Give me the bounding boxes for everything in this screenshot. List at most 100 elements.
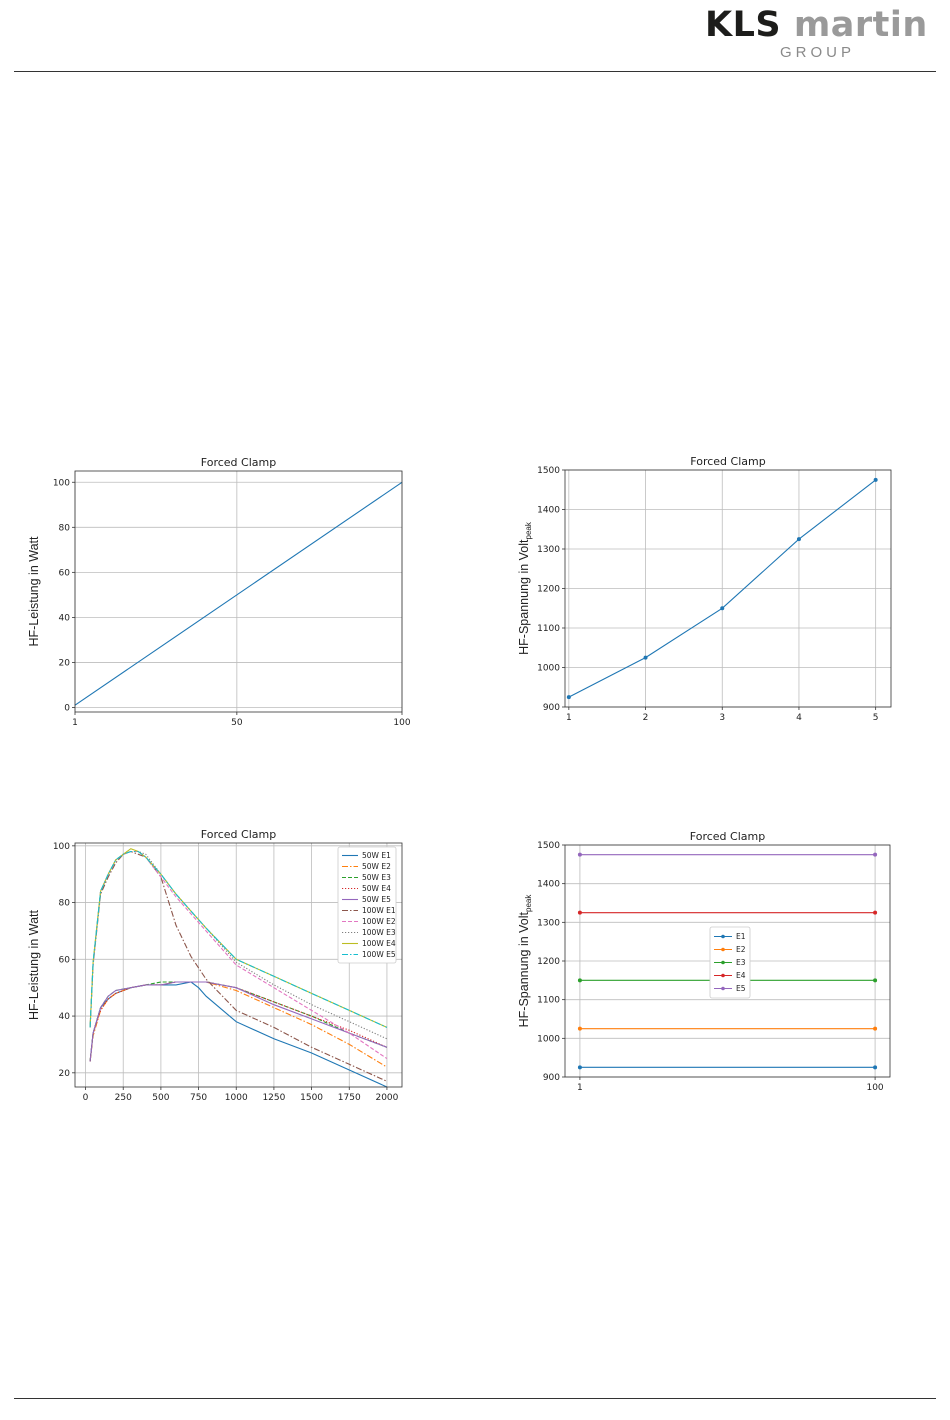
series-line-50w-e3 xyxy=(89,981,388,1062)
data-point xyxy=(577,910,582,915)
data-point xyxy=(577,1065,582,1070)
y-tick-label: 1000 xyxy=(537,664,560,674)
data-point xyxy=(873,1065,878,1070)
legend-label: 100W E1 xyxy=(362,906,396,915)
legend-label: E5 xyxy=(736,984,746,993)
y-axis-label-text: HF-Leistung in Watt xyxy=(27,536,41,647)
y-tick-label: 60 xyxy=(59,568,71,578)
data-point xyxy=(873,910,878,915)
x-tick-label: 3 xyxy=(719,713,725,723)
y-tick-label: 1300 xyxy=(537,918,560,928)
legend-box xyxy=(337,846,397,964)
legend-label: E4 xyxy=(736,971,746,980)
legend-label: E1 xyxy=(736,932,746,941)
series-line-50w-e1 xyxy=(89,981,388,1088)
chart-title: Forced Clamp xyxy=(201,828,276,841)
chart-voltage-vs-effect: 1 2 3 4 5 900 1000 1100 1200 1300 1400 1500 Forced C… xyxy=(510,450,910,735)
y-tick-label: 1300 xyxy=(537,545,560,555)
footer-divider xyxy=(14,1398,936,1399)
legend-label: 100W E5 xyxy=(362,950,396,959)
legend-label: 50W E2 xyxy=(362,862,391,871)
series-line-100w-e3 xyxy=(89,850,388,1040)
y-tick-label: 1200 xyxy=(537,957,560,967)
x-tick-label: 100 xyxy=(866,1083,883,1093)
y-tick-label: 1100 xyxy=(537,996,560,1006)
y-axis-label-subscript: peak xyxy=(524,894,533,912)
header-divider xyxy=(14,71,936,72)
data-point xyxy=(566,695,571,700)
y-tick-label: 900 xyxy=(543,1073,560,1083)
data-point xyxy=(873,852,878,857)
plot-frame xyxy=(74,842,403,1088)
series-line-50w-e4 xyxy=(89,981,388,1062)
y-tick-label: 100 xyxy=(53,478,70,488)
x-tick-label: 750 xyxy=(190,1093,207,1103)
y-axis-label-text: HF-Spannung in Volt xyxy=(517,539,531,655)
series-line-50w-e5 xyxy=(89,981,388,1062)
y-tick-label: 80 xyxy=(59,899,71,909)
chart-legend: E1 E2 E3 E4 E5 xyxy=(709,926,751,999)
y-tick-label: 60 xyxy=(59,955,71,965)
legend-label: 50W E5 xyxy=(362,895,391,904)
chart-svg: 1 50 100 0 20 40 60 80 100 Forced Clamp HF-Leistun… xyxy=(27,456,411,728)
plot-frame xyxy=(74,470,403,713)
y-axis-label-text: HF-Spannung in Volt xyxy=(517,911,531,1027)
series-line xyxy=(74,481,403,706)
y-tick-label: 20 xyxy=(59,1069,71,1079)
x-tick-label: 100 xyxy=(393,718,410,728)
legend-marker xyxy=(721,947,725,952)
x-tick-label: 2 xyxy=(643,713,649,723)
y-tick-label: 1100 xyxy=(537,624,560,634)
legend-label: E2 xyxy=(736,945,746,954)
y-tick-label: 100 xyxy=(53,842,70,852)
series-line-50w-e2 xyxy=(89,981,388,1068)
legend-marker xyxy=(721,986,725,991)
logo-group: GROUP xyxy=(780,44,856,61)
x-tick-label: 1750 xyxy=(338,1093,361,1103)
chart-svg: 1 2 3 4 5 900 1000 1100 1200 1300 1400 1500 Forced C… xyxy=(517,455,892,723)
legend-marker xyxy=(721,973,725,978)
company-logo: KLS martin GROUP xyxy=(705,6,940,66)
x-tick-label: 50 xyxy=(231,718,243,728)
x-tick-label: 1500 xyxy=(300,1093,323,1103)
chart-voltage-effects: 1 100 900 1000 1100 1200 1300 1400 1500 Forced Cl… xyxy=(510,825,910,1110)
y-tick-label: 900 xyxy=(543,703,560,713)
legend-label: 100W E2 xyxy=(362,917,396,926)
y-axis-label: HF-Spannung in Voltpeak xyxy=(517,894,533,1028)
data-point xyxy=(577,978,582,983)
legend-label: 50W E1 xyxy=(362,851,391,860)
legend-label: 50W E3 xyxy=(362,873,391,882)
legend-label: E3 xyxy=(736,958,746,967)
x-tick-label: 4 xyxy=(796,713,802,723)
y-axis-label: HF-Leistung in Watt xyxy=(27,909,41,1020)
data-point xyxy=(577,1026,582,1031)
chart-power-vs-resistance: 0 250 500 750 1000 1250 1500 1750 2000 20 40 60 80 10… xyxy=(20,825,420,1110)
logo-kls: KLS xyxy=(705,5,782,45)
y-tick-label: 40 xyxy=(59,1012,71,1022)
legend-marker xyxy=(721,934,725,939)
series-line-100w-e5 xyxy=(89,850,388,1028)
data-point xyxy=(873,978,878,983)
y-tick-label: 40 xyxy=(59,613,71,623)
y-tick-label: 1500 xyxy=(537,841,560,851)
logo-martin: martin xyxy=(793,5,928,45)
legend-marker xyxy=(721,960,725,965)
y-tick-label: 1500 xyxy=(537,466,560,476)
data-point xyxy=(873,1026,878,1031)
y-axis-label-subscript: peak xyxy=(524,521,533,539)
chart-legend: 50W E1 50W E2 50W E3 50W E4 50W E5 100W E1 100… xyxy=(337,846,397,964)
y-tick-label: 1200 xyxy=(537,585,560,595)
x-tick-label: 1000 xyxy=(225,1093,248,1103)
data-point xyxy=(577,852,582,857)
chart-title: Forced Clamp xyxy=(690,455,765,468)
x-tick-label: 2000 xyxy=(375,1093,398,1103)
data-point xyxy=(643,655,648,660)
x-tick-label: 5 xyxy=(873,713,879,723)
legend-label: 100W E4 xyxy=(362,939,396,948)
x-tick-label: 1 xyxy=(566,713,572,723)
y-tick-label: 0 xyxy=(64,703,70,713)
data-point xyxy=(720,606,725,611)
x-tick-label: 1 xyxy=(72,718,78,728)
chart-power-vs-setting: 1 50 100 0 20 40 60 80 100 Forced Clamp HF-Leistun… xyxy=(20,450,420,735)
